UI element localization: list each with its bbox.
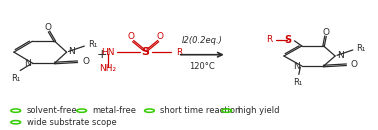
Text: R₁: R₁ — [356, 44, 366, 53]
Text: +: + — [97, 48, 108, 61]
Text: high yield: high yield — [238, 106, 279, 115]
Text: short time reaction: short time reaction — [160, 106, 241, 115]
Text: HN: HN — [101, 48, 115, 57]
Text: R₁: R₁ — [88, 40, 97, 49]
Text: S: S — [142, 47, 150, 57]
Text: O: O — [128, 32, 135, 41]
Text: wide substrate scope: wide substrate scope — [27, 118, 116, 127]
Text: N: N — [293, 62, 300, 71]
Text: O: O — [351, 60, 358, 69]
Text: NH₂: NH₂ — [99, 64, 116, 73]
Text: metal-free: metal-free — [93, 106, 136, 115]
Text: O: O — [156, 32, 164, 41]
Text: N: N — [337, 51, 344, 60]
Text: R: R — [176, 48, 182, 57]
Text: S: S — [284, 35, 291, 44]
Text: O: O — [45, 23, 51, 32]
Text: R₁: R₁ — [11, 74, 21, 83]
Text: 120°C: 120°C — [189, 62, 215, 71]
Text: O: O — [82, 57, 89, 66]
Text: R₁: R₁ — [293, 78, 303, 87]
Text: I2(0.2eq.): I2(0.2eq.) — [182, 36, 223, 45]
Text: N: N — [24, 59, 31, 68]
Text: O: O — [323, 28, 330, 37]
Text: solvent-free: solvent-free — [27, 106, 77, 115]
Text: R: R — [266, 35, 273, 44]
Text: N: N — [68, 47, 75, 56]
